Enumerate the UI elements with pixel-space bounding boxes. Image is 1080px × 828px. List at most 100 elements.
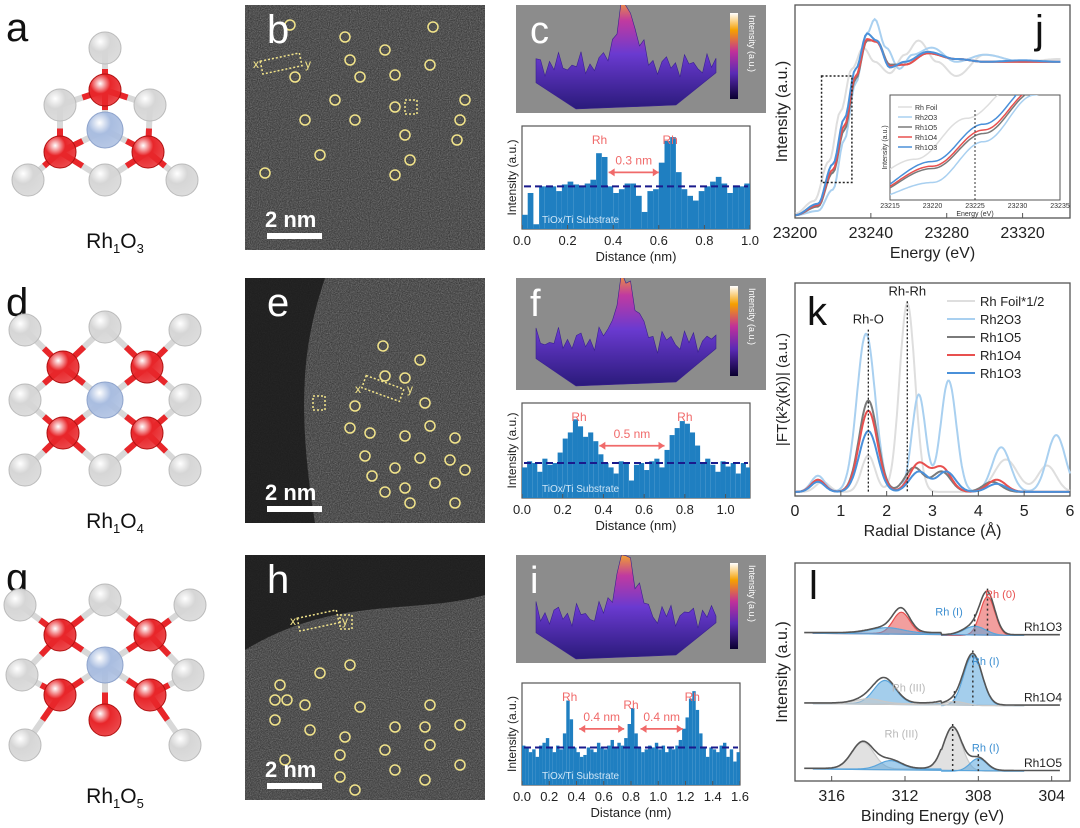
profile-bar xyxy=(608,467,614,498)
profile-bar xyxy=(613,473,619,498)
profile-bar xyxy=(559,749,563,785)
x-tick-label: 1.0 xyxy=(741,233,759,248)
profile-bar xyxy=(648,745,652,785)
x-tick-label: 1.4 xyxy=(704,789,722,804)
support-atom xyxy=(173,588,207,622)
y-axis-label: Intensity (a.u.) xyxy=(774,621,791,722)
single-atom-circle xyxy=(399,372,411,384)
single-atom-circle xyxy=(344,54,356,66)
single-atom-circle xyxy=(377,340,389,352)
colorbar xyxy=(730,563,738,649)
profile-bar xyxy=(573,184,579,229)
profile-bar xyxy=(527,461,533,498)
y-axis-label: Intensity (a.u.) xyxy=(774,61,791,162)
rh-peak-label: Rh xyxy=(685,690,700,704)
x-tick-label: 0.2 xyxy=(540,789,558,804)
panel-label: i xyxy=(530,560,538,602)
rhodium-atom xyxy=(86,646,124,684)
inset-curve xyxy=(890,95,999,171)
panel-label: b xyxy=(267,8,289,52)
rh-peak-label: Rh xyxy=(677,410,692,424)
profile-bar xyxy=(710,464,716,498)
profile-bar xyxy=(685,717,689,785)
profile-bar xyxy=(613,192,619,229)
single-atom-circle xyxy=(449,432,461,444)
profile-bar xyxy=(569,719,574,785)
panel-label: c xyxy=(530,10,549,52)
profile-bar xyxy=(567,181,574,229)
profile-bar xyxy=(738,186,745,229)
rh1o5-structure-model xyxy=(3,583,207,762)
legend-entry: Rh1O4 xyxy=(915,135,937,142)
inset-curve xyxy=(890,95,1040,196)
profile-bar xyxy=(693,200,699,229)
profile-bar xyxy=(698,191,705,229)
single-atom-circle xyxy=(349,784,361,796)
legend-entry: Rh1O5 xyxy=(915,125,937,132)
inset-x-tick-label: 23215 xyxy=(880,203,900,210)
profile-bar xyxy=(725,466,731,498)
x-tick-label: 0.2 xyxy=(559,233,577,248)
profile-bar xyxy=(740,463,746,498)
single-atom-circle xyxy=(334,771,346,783)
profile-bar xyxy=(596,153,602,229)
profile-bar xyxy=(566,700,570,785)
profile-bar xyxy=(668,747,672,785)
single-atom-circle xyxy=(389,764,401,776)
profile-bar xyxy=(527,192,534,229)
panel-label: f xyxy=(530,283,541,325)
oxygen-atom xyxy=(133,678,167,712)
profile-bar xyxy=(727,192,733,229)
panel-label-g: g xyxy=(6,556,29,600)
bond-annotation: Rh-Rh xyxy=(889,283,927,298)
x-tick-label: 308 xyxy=(965,788,992,805)
arrowheads xyxy=(608,168,659,177)
x-tick-label: 0.6 xyxy=(595,789,613,804)
single-atom-circle xyxy=(279,754,291,766)
haadf-stem-image-e: x y 2 nm e xyxy=(245,278,485,523)
single-atom-circle xyxy=(449,497,461,509)
profile-bar xyxy=(744,183,750,229)
x-tick-label: 3 xyxy=(928,503,937,520)
profile-bar xyxy=(678,739,683,785)
profile-bar xyxy=(709,747,713,785)
profile-bar xyxy=(636,195,642,229)
support-atom xyxy=(171,658,205,692)
xanes-curve-rh1o4 xyxy=(794,38,1061,217)
profile-bar xyxy=(613,747,618,785)
single-atom-circle xyxy=(349,400,361,412)
profile-bar xyxy=(522,745,526,785)
oxidation-state-label: Rh (I) xyxy=(935,607,963,619)
x-tick-label: 6 xyxy=(1066,503,1075,520)
profile-end-marker: y xyxy=(342,614,348,628)
profile-bar xyxy=(689,432,696,498)
single-atom-circle xyxy=(419,721,431,733)
sample-name: Rh1O5 xyxy=(1024,756,1062,770)
rhodium-atom xyxy=(86,111,124,149)
profile-bar xyxy=(679,421,685,498)
profile-bar xyxy=(719,745,723,785)
single-atom-circle xyxy=(444,454,456,466)
x-axis-label: Distance (nm) xyxy=(591,805,672,820)
single-atom-circle xyxy=(364,427,376,439)
substrate-label: TiOx/Ti Substrate xyxy=(542,215,619,226)
profile-bar xyxy=(700,463,706,498)
legend-entry: Rh2O3 xyxy=(915,115,937,122)
profile-bar xyxy=(618,189,625,229)
oxygen-atom xyxy=(43,135,77,169)
profile-bar xyxy=(573,747,577,785)
profile-bar xyxy=(630,183,636,229)
x-tick-label: 2 xyxy=(882,503,891,520)
profile-bar xyxy=(624,183,631,229)
support-atom xyxy=(8,313,42,347)
profile-bar xyxy=(607,186,614,229)
single-atom-circle xyxy=(404,497,416,509)
x-axis-label: Binding Energy (eV) xyxy=(861,808,1004,825)
profile-bar xyxy=(545,738,550,785)
haadf-stem-image-b: x y 2 nm b xyxy=(245,5,485,250)
single-atom-circle xyxy=(414,452,426,464)
support-atom xyxy=(168,313,202,347)
exafs-chart-k: Rh-O Rh-Rh Rh Foil*1/2 Rh2O3 Rh1O5 Rh1O4 Rh1O3… xyxy=(774,282,1075,540)
support-atom xyxy=(11,163,45,197)
x-tick-label: 23200 xyxy=(773,225,818,242)
